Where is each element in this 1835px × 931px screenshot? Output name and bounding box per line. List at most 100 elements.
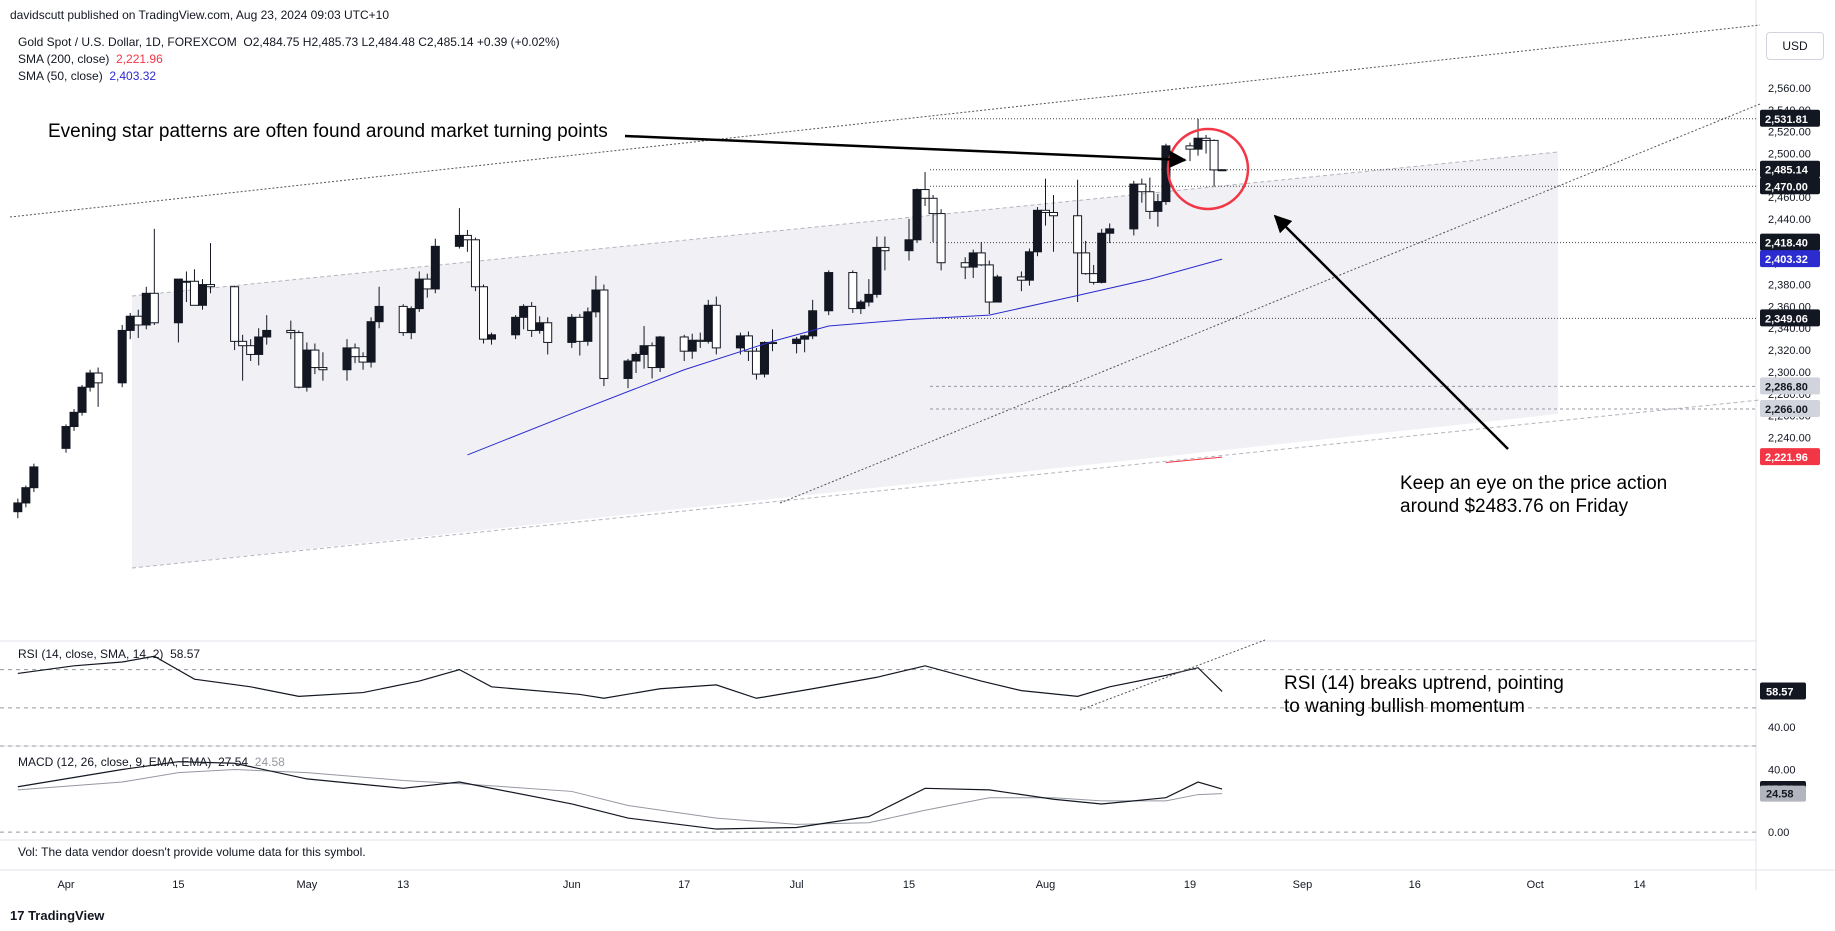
time-tick-label: 19 <box>1184 879 1196 891</box>
candle-down <box>189 280 199 306</box>
candle-up <box>374 305 384 323</box>
macd-legend[interactable]: MACD (12, 26, close, 9, EMA, EMA) 27.54 … <box>18 755 285 769</box>
candle-up <box>262 329 272 338</box>
candle-down <box>1145 191 1155 212</box>
candle-up <box>21 487 31 504</box>
price-tick-label: 2,560.00 <box>1768 83 1811 95</box>
candle-down <box>149 292 159 324</box>
price-tick-label: 2,460.00 <box>1768 192 1811 204</box>
price-label-box <box>1760 377 1820 395</box>
candle-up <box>872 246 882 295</box>
candle-up <box>487 334 497 340</box>
candle-up <box>1217 169 1227 172</box>
price-label-text: 2,403.32 <box>1765 254 1808 266</box>
candle-down <box>848 272 858 310</box>
price-label-text: 2,349.06 <box>1765 313 1808 325</box>
rsi-line <box>17 655 1223 699</box>
annotation-evening-star: Evening star patterns are often found ar… <box>48 121 608 142</box>
candle-up <box>864 293 874 303</box>
macd-label: MACD (12, 26, close, 9, EMA, EMA) <box>18 755 212 769</box>
candle-up <box>1032 209 1042 253</box>
candle-up <box>639 345 649 355</box>
price-axis[interactable]: 2,240.002,260.002,280.002,300.002,320.00… <box>1760 83 1820 466</box>
channel-top-line <box>131 151 1559 297</box>
currency-button[interactable]: USD <box>1766 32 1824 60</box>
candle-down <box>1209 139 1219 171</box>
candle-up <box>792 338 802 345</box>
annotation-rsi-line1: RSI (14) breaks uptrend, pointing <box>1284 673 1564 694</box>
candle-down <box>462 234 472 241</box>
time-tick-label: 16 <box>1409 879 1421 891</box>
rsi-value-box <box>1760 682 1806 700</box>
price-tick-label: 2,300.00 <box>1768 367 1811 379</box>
candle-down <box>1081 252 1091 275</box>
rsi-label: RSI (14, close, SMA, 14, 2) <box>18 647 164 661</box>
candle-up <box>342 347 352 371</box>
channel-fill <box>132 152 1558 568</box>
candle-down <box>711 304 721 349</box>
sma200-legend[interactable]: SMA (200, close) 2,221.96 <box>18 52 163 66</box>
candle-up <box>141 292 151 326</box>
signal-legend-value: 24.58 <box>254 755 285 769</box>
price-action-arrow <box>1273 214 1509 450</box>
rsi-legend[interactable]: RSI (14, close, SMA, 14, 2) 58.57 <box>18 647 200 661</box>
candle-up <box>856 301 866 310</box>
price-label-box <box>1760 448 1820 466</box>
candle-down <box>679 336 689 352</box>
rsi-value-label: 58.57 <box>1766 686 1794 698</box>
candle-down <box>599 289 609 379</box>
candle-down <box>527 305 537 331</box>
candle-down <box>230 286 240 342</box>
price-label-text: 2,266.00 <box>1765 404 1808 416</box>
candle-down <box>743 335 753 352</box>
candle-up <box>800 335 810 340</box>
candle-up <box>125 315 135 331</box>
candle-down <box>422 278 432 290</box>
candle-up <box>591 289 601 313</box>
time-tick-label: Sep <box>1293 879 1313 891</box>
candle-down <box>1049 211 1059 217</box>
evening-star-arrow <box>624 134 1187 169</box>
price-label-box <box>1760 233 1820 251</box>
candle-up <box>535 322 545 331</box>
price-label-box <box>1760 309 1820 327</box>
price-tick-label: 2,500.00 <box>1768 149 1811 161</box>
candle-up <box>623 360 633 379</box>
macd-legend-value: 27.54 <box>218 755 249 769</box>
sma50-legend[interactable]: SMA (50, close) 2,403.32 <box>18 69 156 83</box>
sma50-value: 2,403.32 <box>109 69 157 83</box>
candle-down <box>1089 273 1099 283</box>
time-tick-label: May <box>296 879 317 891</box>
candles-group <box>13 118 1227 519</box>
candle-up <box>366 321 376 363</box>
price-tick-label: 2,520.00 <box>1768 127 1811 139</box>
price-label-box <box>1760 177 1820 195</box>
candle-down <box>1137 183 1147 193</box>
candle-up <box>1024 251 1034 281</box>
candle-up <box>454 234 464 247</box>
candle-up <box>77 386 87 413</box>
candle-down <box>133 315 143 326</box>
candle-up <box>759 341 769 375</box>
price-label-box <box>1760 160 1820 178</box>
candle-up <box>302 349 312 388</box>
rsi-legend-value: 58.57 <box>170 647 201 661</box>
time-tick-label: Jul <box>790 879 804 891</box>
volume-note: Vol: The data vendor doesn't provide vol… <box>18 845 366 859</box>
candle-down <box>647 345 657 369</box>
sma200-line <box>1165 456 1223 464</box>
tradingview-logo[interactable]: 17 TradingView <box>10 908 104 923</box>
price-label-text: 2,286.80 <box>1765 381 1808 393</box>
candle-down <box>936 213 946 264</box>
time-tick-label: Oct <box>1527 879 1544 891</box>
time-axis[interactable]: Apr 15 May 13 Jun 17 Jul 15 Aug 19 Sep 16 Oct 14 <box>57 879 1645 891</box>
candle-down <box>294 332 304 388</box>
symbol-name: Gold Spot / U.S. Dollar, 1D, FOREXCOM <box>18 35 237 49</box>
tradingview-icon: 17 <box>10 908 29 923</box>
candle-down <box>478 286 488 340</box>
price-label-box <box>1760 250 1820 268</box>
annotation-keep-eye-line2: around $2483.76 on Friday <box>1400 496 1629 517</box>
symbol-title[interactable]: Gold Spot / U.S. Dollar, 1D, FOREXCOM O2… <box>18 35 560 49</box>
candle-up <box>85 372 95 388</box>
